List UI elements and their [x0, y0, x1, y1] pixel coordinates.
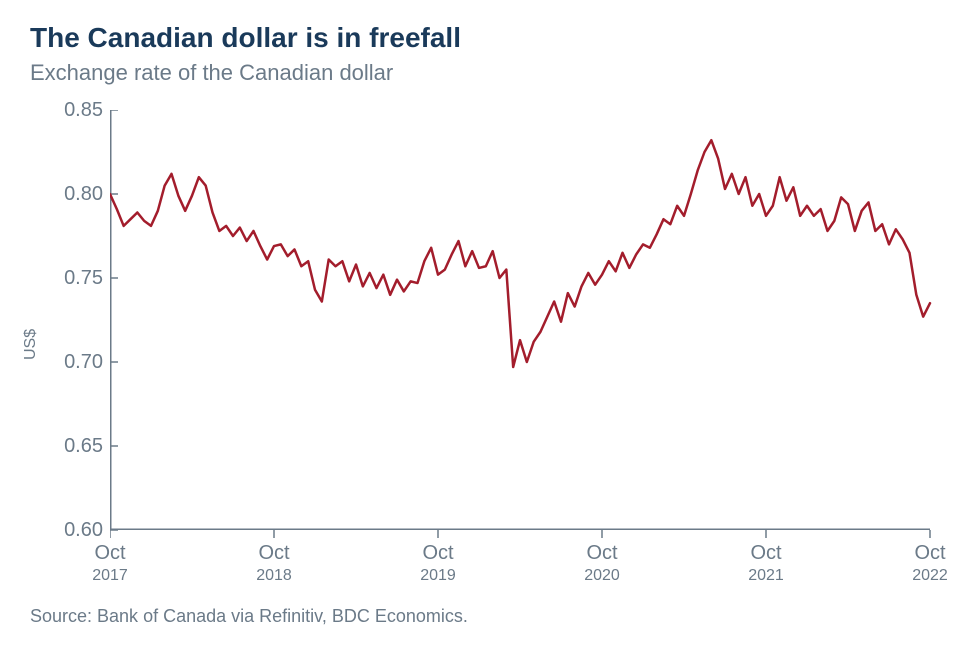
y-tick-label: 0.85	[48, 99, 103, 122]
x-tick-label: Oct 2022	[890, 542, 960, 585]
x-tick-year: 2021	[726, 567, 806, 585]
y-tick-label: 0.75	[48, 267, 103, 290]
x-tick-year: 2020	[562, 567, 642, 585]
x-tick-label: Oct 2017	[70, 542, 150, 585]
chart-subtitle: Exchange rate of the Canadian dollar	[30, 60, 393, 86]
x-tick-month: Oct	[398, 542, 478, 565]
x-tick-month: Oct	[890, 542, 960, 565]
x-tick-year: 2022	[890, 567, 960, 585]
x-tick-year: 2017	[70, 567, 150, 585]
x-tick-label: Oct 2021	[726, 542, 806, 585]
x-tick-month: Oct	[70, 542, 150, 565]
x-tick-month: Oct	[562, 542, 642, 565]
x-tick-month: Oct	[726, 542, 806, 565]
x-tick-label: Oct 2019	[398, 542, 478, 585]
x-tick-year: 2018	[234, 567, 314, 585]
plot-area	[110, 110, 930, 530]
y-tick-label: 0.60	[48, 519, 103, 542]
x-tick-year: 2019	[398, 567, 478, 585]
x-tick-month: Oct	[234, 542, 314, 565]
y-tick-label: 0.80	[48, 183, 103, 206]
x-tick-label: Oct 2018	[234, 542, 314, 585]
source-text: Source: Bank of Canada via Refinitiv, BD…	[30, 606, 468, 627]
chart-container: The Canadian dollar is in freefall Excha…	[0, 0, 960, 646]
x-tick-label: Oct 2020	[562, 542, 642, 585]
line-chart-svg	[110, 110, 932, 540]
chart-title: The Canadian dollar is in freefall	[30, 22, 461, 54]
y-axis-label: US$	[22, 329, 40, 360]
y-tick-label: 0.70	[48, 351, 103, 374]
y-tick-label: 0.65	[48, 435, 103, 458]
exchange-rate-line	[110, 140, 930, 367]
